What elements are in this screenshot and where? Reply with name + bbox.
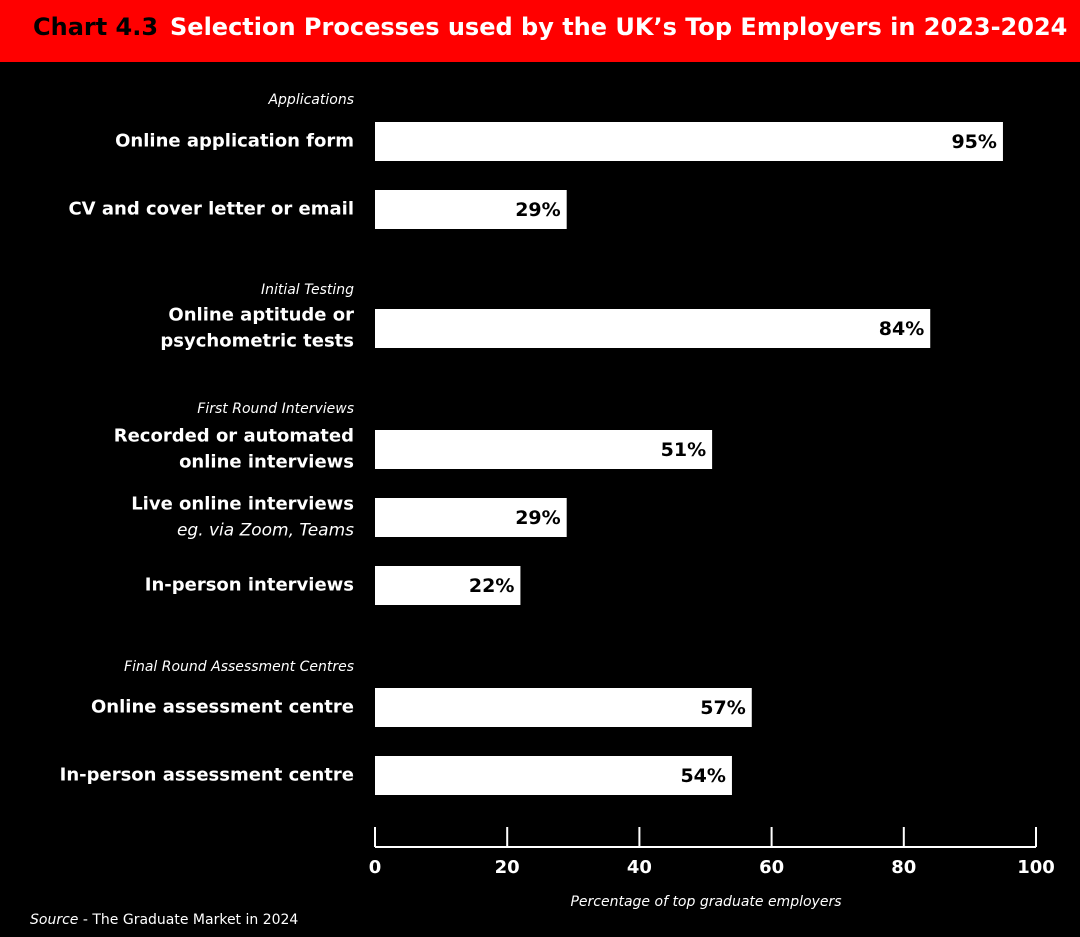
bar-value-label: 57% <box>700 697 745 719</box>
bar <box>375 566 521 605</box>
category-label: Online aptitude or <box>168 305 354 326</box>
category-label: Online application form <box>115 131 354 152</box>
bar <box>375 309 931 348</box>
chart-number: Chart 4.3 <box>33 13 159 41</box>
category-label: online interviews <box>179 452 354 473</box>
group-label: First Round Interviews <box>197 401 354 417</box>
source-note: Source - The Graduate Market in 2024 <box>30 912 298 928</box>
bar <box>375 122 1003 161</box>
group-label: Initial Testing <box>261 282 354 298</box>
category-label: In-person assessment centre <box>60 765 354 786</box>
category-label: Online assessment centre <box>91 697 354 718</box>
bar <box>375 756 732 795</box>
category-label: Recorded or automated <box>114 426 354 447</box>
bar-value-label: 84% <box>879 318 924 340</box>
category-sublabel: eg. via Zoom, Teams <box>177 521 354 541</box>
chart-title: Selection Processes used by the UK’s Top… <box>170 13 1068 41</box>
bar-value-label: 22% <box>469 575 514 597</box>
group-label: Applications <box>267 92 354 108</box>
group-label: Final Round Assessment Centres <box>124 659 354 675</box>
category-label: In-person interviews <box>145 575 354 596</box>
category-label: psychometric tests <box>160 331 354 352</box>
x-tick-label: 80 <box>891 857 916 878</box>
x-tick-label: 0 <box>369 857 382 878</box>
category-label: CV and cover letter or email <box>68 199 354 220</box>
source-label: Source <box>30 912 79 928</box>
x-tick-label: 100 <box>1017 857 1055 878</box>
bar <box>375 498 567 537</box>
bar-value-label: 54% <box>680 765 725 787</box>
x-tick-label: 60 <box>759 857 784 878</box>
bar <box>375 190 567 229</box>
category-label: Live online interviews <box>131 494 354 515</box>
chart-header: Chart 4.3 Selection Processes used by th… <box>0 0 1080 62</box>
bar-value-label: 51% <box>661 439 706 461</box>
source-text: - The Graduate Market in 2024 <box>78 912 299 928</box>
bar-value-label: 29% <box>515 507 560 529</box>
x-tick-label: 40 <box>627 857 652 878</box>
bar-value-label: 95% <box>951 131 996 153</box>
bar <box>375 688 752 727</box>
x-tick-label: 20 <box>495 857 520 878</box>
x-axis-title: Percentage of top graduate employers <box>570 894 841 910</box>
bar <box>375 430 713 469</box>
bar-value-label: 29% <box>515 199 560 221</box>
